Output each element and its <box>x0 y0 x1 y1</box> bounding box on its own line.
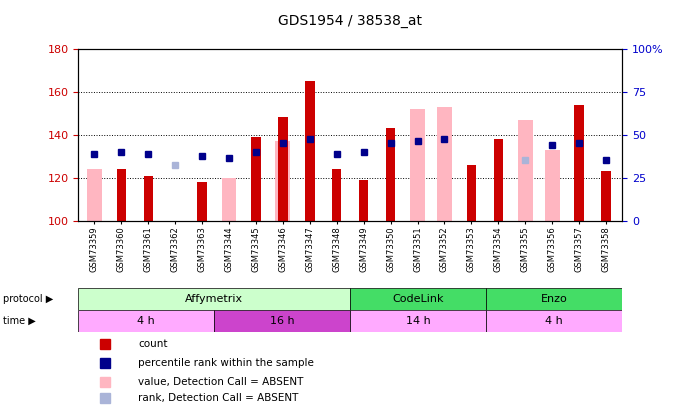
Text: protocol ▶: protocol ▶ <box>3 294 54 304</box>
Bar <box>350 288 486 310</box>
Bar <box>78 310 214 332</box>
Text: 16 h: 16 h <box>270 316 294 326</box>
Text: time ▶: time ▶ <box>3 316 36 326</box>
Text: percentile rank within the sample: percentile rank within the sample <box>138 358 314 368</box>
Bar <box>332 169 341 221</box>
Bar <box>275 141 290 221</box>
Bar <box>466 165 476 221</box>
Bar <box>386 128 395 221</box>
Text: Enzo: Enzo <box>541 294 568 304</box>
Bar <box>87 169 102 221</box>
Bar <box>116 169 126 221</box>
Text: Affymetrix: Affymetrix <box>185 294 243 304</box>
Text: rank, Detection Call = ABSENT: rank, Detection Call = ABSENT <box>138 392 299 403</box>
Bar <box>518 119 532 221</box>
Bar <box>197 182 207 221</box>
Bar <box>78 288 350 310</box>
Text: 4 h: 4 h <box>137 316 155 326</box>
Bar <box>437 107 452 221</box>
Bar <box>486 310 622 332</box>
Bar <box>486 288 622 310</box>
Text: CodeLink: CodeLink <box>392 294 444 304</box>
Bar <box>214 310 350 332</box>
Bar <box>545 150 560 221</box>
Bar <box>350 310 486 332</box>
Bar <box>278 117 288 221</box>
Bar <box>222 178 237 221</box>
Text: 4 h: 4 h <box>545 316 563 326</box>
Bar <box>305 81 315 221</box>
Bar <box>143 175 153 221</box>
Bar <box>494 139 503 221</box>
Text: 14 h: 14 h <box>406 316 430 326</box>
Text: GDS1954 / 38538_at: GDS1954 / 38538_at <box>278 14 422 28</box>
Bar <box>359 180 369 221</box>
Text: value, Detection Call = ABSENT: value, Detection Call = ABSENT <box>138 377 303 387</box>
Bar <box>575 104 584 221</box>
Bar <box>601 171 611 221</box>
Bar <box>251 137 260 221</box>
Text: count: count <box>138 339 167 350</box>
Bar <box>410 109 425 221</box>
